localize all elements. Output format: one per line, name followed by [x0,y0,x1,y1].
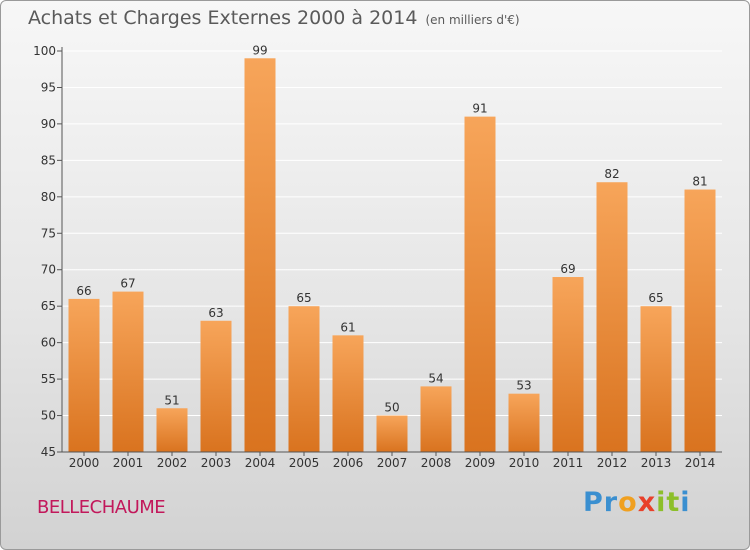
bar [288,306,320,452]
bar [464,116,496,453]
bar [156,408,188,452]
y-tick-label: 100 [33,44,56,58]
x-tick-label: 2001 [113,456,144,470]
x-tick-label: 2006 [333,456,364,470]
bar [332,335,364,452]
x-tick-label: 2007 [377,456,408,470]
y-tick-label: 60 [41,336,56,350]
logo-letter: o [618,487,638,518]
data-label: 69 [560,262,575,276]
y-tick-label: 80 [41,190,56,204]
x-tick-label: 2004 [245,456,276,470]
y-tick-label: 75 [41,226,56,240]
logo-letter: x [637,487,657,518]
data-label: 65 [648,291,663,305]
proxiti-logo[interactable]: Proxiti [583,487,691,518]
data-label: 53 [516,379,531,393]
data-label: 81 [692,175,707,189]
x-tick-label: 2005 [289,456,320,470]
bars-group [68,58,716,453]
data-label: 63 [208,306,223,320]
logo-letter: i [656,487,667,518]
y-tick-label: 90 [41,117,56,131]
logo-letter: P [583,487,604,518]
bar [376,415,408,452]
axes-group [57,47,722,456]
bar [200,320,232,452]
logo-letter: r [603,487,619,518]
data-label: 51 [164,393,179,407]
bar [68,298,100,452]
bar [112,291,144,452]
chart-subtitle: (en milliers d'€) [425,13,520,27]
bar [640,306,672,452]
data-label: 99 [252,43,267,57]
bar [684,189,716,452]
bar [508,393,540,452]
data-label: 50 [384,401,399,415]
title-text: Achats et Charges Externes 2000 à 2014 [28,7,418,29]
y-tick-label: 70 [41,263,56,277]
y-tick-label: 45 [41,445,56,459]
x-tick-label: 2014 [685,456,716,470]
labels-group: 45 50 55 60 65 70 75 80 85 90 95 100 66 2000 67 2001 51 2… [33,43,715,470]
x-tick-label: 2008 [421,456,452,470]
y-tick-label: 85 [41,153,56,167]
bar [244,58,276,453]
data-label: 54 [428,371,443,385]
y-tick-label: 95 [41,80,56,94]
logo-letter: i [680,487,691,518]
logo-letter: t [666,487,681,518]
data-label: 91 [472,102,487,116]
x-tick-label: 2012 [597,456,628,470]
y-tick-label: 50 [41,409,56,423]
data-label: 61 [340,320,355,334]
x-tick-label: 2010 [509,456,540,470]
x-tick-label: 2009 [465,456,496,470]
bar [420,386,452,452]
y-tick-label: 65 [41,299,56,313]
data-label: 66 [76,284,91,298]
chart-title: Achats et Charges Externes 2000 à 2014 (e… [28,7,520,29]
x-tick-label: 2013 [641,456,672,470]
bar [552,277,584,452]
data-label: 67 [120,277,135,291]
x-tick-label: 2002 [157,456,188,470]
x-tick-label: 2003 [201,456,232,470]
y-tick-label: 55 [41,372,56,386]
x-tick-label: 2000 [69,456,100,470]
place-name: BELLECHAUME [37,497,166,518]
data-label: 65 [296,291,311,305]
data-label: 82 [604,167,619,181]
x-tick-label: 2011 [553,456,584,470]
bar [596,182,628,452]
